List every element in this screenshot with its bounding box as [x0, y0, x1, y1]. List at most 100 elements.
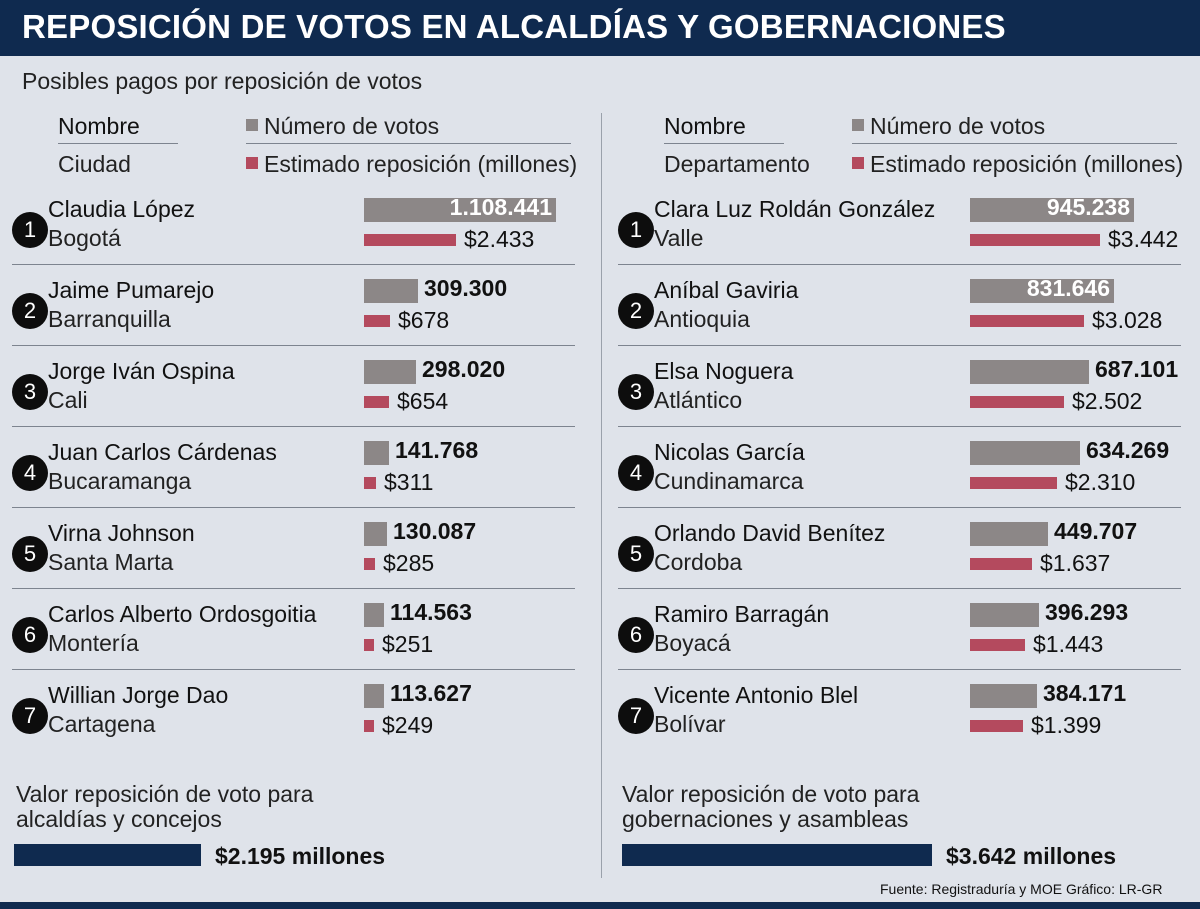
reposicion-value-label: $678: [398, 307, 450, 333]
rank-badge: 3: [618, 374, 654, 410]
legend-votes-label: Número de votos: [870, 113, 1046, 139]
rank-badge: 1: [12, 212, 48, 248]
legend-votes-swatch: [852, 119, 864, 131]
candidate-place: Cordoba: [654, 549, 743, 575]
votes-bar: [364, 441, 389, 465]
candidate-name: Jorge Iván Ospina: [48, 358, 235, 384]
candidate-place: Bucaramanga: [48, 468, 192, 494]
votes-bar: [364, 360, 416, 384]
legend-reposicion-swatch: [246, 157, 258, 169]
votes-value-label: 141.768: [395, 437, 479, 463]
votes-bar: [364, 684, 384, 708]
candidate-place: Boyacá: [654, 630, 731, 656]
chart-subtitle: Posibles pagos por reposición de votos: [22, 68, 423, 94]
reposicion-bar: [970, 558, 1032, 570]
rank-badge: 6: [618, 617, 654, 653]
candidate-place: Santa Marta: [48, 549, 174, 575]
chart-title: REPOSICIÓN DE VOTOS EN ALCALDÍAS Y GOBER…: [22, 8, 1006, 45]
reposicion-bar: [364, 315, 390, 327]
table-row: 2 Aníbal Gaviria Antioquia 831.646 $3.028: [606, 273, 1181, 353]
rank-badge: 6: [12, 617, 48, 653]
votes-value-label: 384.171: [1043, 680, 1127, 706]
reposicion-value-label: $1.637: [1040, 550, 1111, 576]
votes-bar: [364, 198, 556, 222]
total-value-gobernaciones: $3.642 millones: [946, 843, 1117, 869]
rank-badge: 2: [618, 293, 654, 329]
total-label-line2: alcaldías y concejos: [16, 806, 222, 832]
table-row: 6 Carlos Alberto Ordosgoitia Montería 114.5…: [0, 597, 575, 677]
panel-alcaldias: Nombre Ciudad Número de votos Estimado r…: [0, 113, 577, 869]
table-row: 3 Elsa Noguera Atlántico 687.101 $2.502: [606, 354, 1181, 434]
legend-votes: Número de votos: [852, 113, 1177, 144]
votes-value-label: 396.293: [1045, 599, 1129, 625]
votes-value-label: 1.108.441: [449, 194, 552, 220]
votes-value-label: 687.101: [1095, 356, 1179, 382]
reposicion-value-label: $654: [397, 388, 449, 414]
reposicion-value-label: $249: [382, 712, 434, 738]
candidate-place: Valle: [654, 225, 704, 251]
rank-badge: 3: [12, 374, 48, 410]
reposicion-value-label: $251: [382, 631, 434, 657]
candidate-place: Bogotá: [48, 225, 121, 251]
votes-bar: [364, 603, 384, 627]
votes-bar: [364, 279, 418, 303]
candidate-name: Virna Johnson: [48, 520, 195, 546]
candidate-name: Carlos Alberto Ordosgoitia: [48, 601, 317, 627]
votes-value-label: 309.300: [424, 275, 508, 301]
reposicion-bar: [364, 639, 374, 651]
table-row: 6 Ramiro Barragán Boyacá 396.293 $1.443: [606, 597, 1181, 677]
reposicion-bar: [364, 558, 375, 570]
reposicion-bar: [364, 396, 389, 408]
source-credit: Fuente: Registraduría y MOE Gráfico: LR-…: [880, 881, 1163, 897]
reposicion-bar: [970, 396, 1064, 408]
candidate-name: Ramiro Barragán: [654, 601, 830, 627]
rank-badge: 5: [618, 536, 654, 572]
panel-divider: [601, 113, 602, 878]
candidate-name: Nicolas García: [654, 439, 805, 465]
candidate-place: Cali: [48, 387, 88, 413]
votes-value-label: 130.087: [393, 518, 477, 544]
panel-gobernaciones: Nombre Departamento Número de votos Esti…: [606, 0, 1200, 909]
votes-bar: [970, 279, 1114, 303]
candidate-name: Elsa Noguera: [654, 358, 794, 384]
column-header-name: Nombre: [664, 113, 784, 144]
votes-value-label: 298.020: [422, 356, 506, 382]
legend-votes: Número de votos: [246, 113, 571, 144]
reposicion-bar: [970, 477, 1057, 489]
rank-badge: 2: [12, 293, 48, 329]
votes-value-label: 945.238: [1046, 194, 1130, 220]
total-label-line1: Valor reposición de voto para: [16, 781, 314, 807]
reposicion-value-label: $2.310: [1065, 469, 1136, 495]
column-header-name: Nombre: [58, 113, 178, 144]
row-separator: [12, 264, 575, 265]
candidate-place: Bolívar: [654, 711, 726, 737]
row-separator: [12, 426, 575, 427]
total-bar-gobernaciones: [622, 844, 932, 866]
rank-badge: 4: [12, 455, 48, 491]
candidate-name: Vicente Antonio Blel: [654, 682, 859, 708]
candidate-name: Claudia López: [48, 196, 196, 222]
candidate-place: Atlántico: [654, 387, 743, 413]
candidate-name: Willian Jorge Dao: [48, 682, 229, 708]
total-label-line2: gobernaciones y asambleas: [622, 806, 909, 832]
table-row: 5 Virna Johnson Santa Marta 130.087 $285: [0, 516, 575, 596]
rank-badge: 7: [618, 698, 654, 734]
candidate-place: Montería: [48, 630, 139, 656]
total-value-alcaldias: $2.195 millones: [215, 843, 386, 869]
reposicion-bar: [364, 234, 456, 246]
total-label-alcaldias: Valor reposición de voto para alcaldías …: [16, 782, 313, 832]
votes-bar: [970, 198, 1134, 222]
candidate-name: Aníbal Gaviria: [654, 277, 799, 303]
row-separator: [618, 588, 1181, 589]
row-separator: [618, 264, 1181, 265]
rank-badge: 1: [618, 212, 654, 248]
votes-value-label: 634.269: [1086, 437, 1170, 463]
reposicion-value-label: $1.443: [1033, 631, 1104, 657]
candidate-place: Cartagena: [48, 711, 156, 737]
column-header-place: Departamento: [664, 151, 810, 177]
votes-value-label: 831.646: [1026, 275, 1110, 301]
votes-bar: [970, 603, 1039, 627]
table-row: 7 Vicente Antonio Blel Bolívar 384.171 $1.39…: [606, 678, 1181, 758]
candidate-place: Cundinamarca: [654, 468, 804, 494]
reposicion-value-label: $1.399: [1031, 712, 1102, 738]
